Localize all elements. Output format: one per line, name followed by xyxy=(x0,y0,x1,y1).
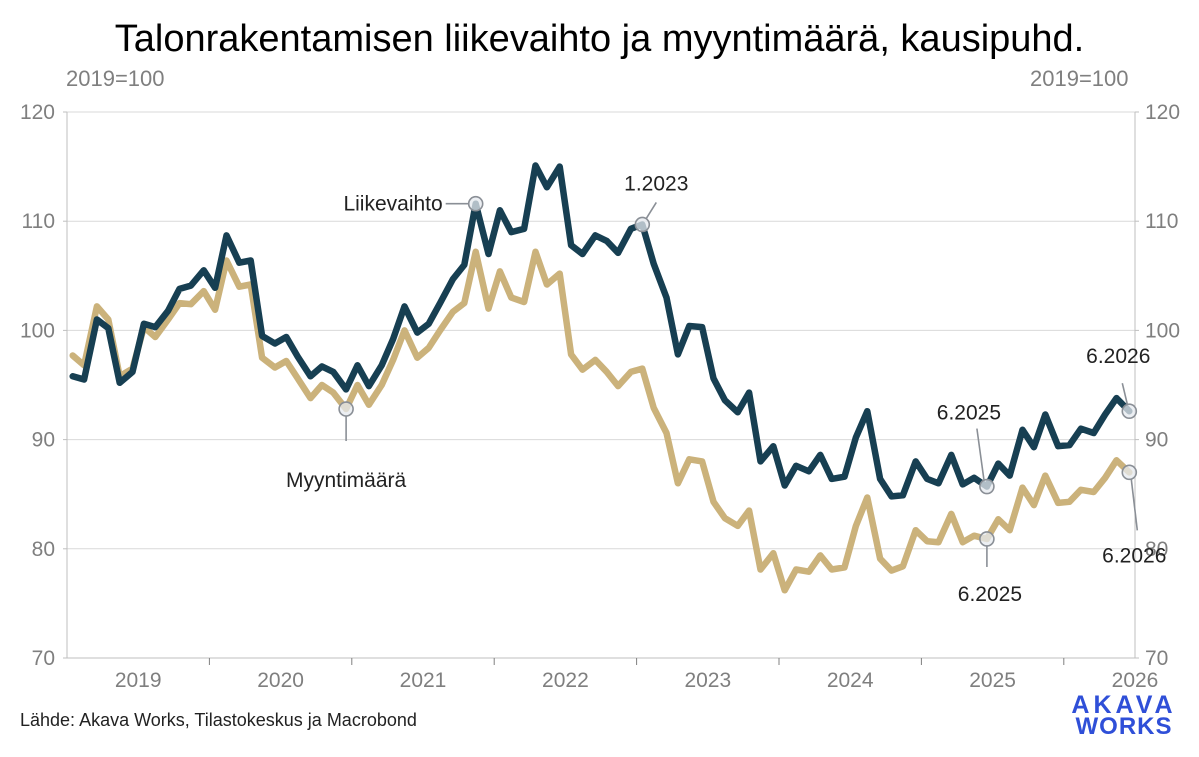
label-liikevaihto: Liikevaihto xyxy=(343,193,442,216)
y-tick-left-120: 120 xyxy=(20,101,55,124)
leader-lv-2023 xyxy=(645,202,657,219)
annotations: Liikevaihto Myyntimäärä 1.2023 6.2025 6.2025… xyxy=(286,172,1166,605)
x-tick-label-2020: 2020 xyxy=(257,669,304,692)
y-tick-left-100: 100 xyxy=(20,319,55,342)
marker-mm-2026 xyxy=(1121,464,1138,481)
series-lines xyxy=(69,162,1133,594)
series-line-myyntimaara xyxy=(69,248,1133,594)
x-tick-label-2022: 2022 xyxy=(542,669,589,692)
marker-lv-2025 xyxy=(979,478,995,495)
logo-line-1: AKAVA xyxy=(1071,691,1177,719)
y-tick-right-120: 120 xyxy=(1145,101,1180,124)
x-tick-label-2024: 2024 xyxy=(827,669,874,692)
leader-lv-2026 xyxy=(1121,383,1129,405)
marker-liikevaihto xyxy=(467,195,484,212)
y-tick-right-100: 100 xyxy=(1145,319,1180,342)
y-tick-left-90: 90 xyxy=(32,429,55,452)
akava-works-logo: AKAVA WORKS xyxy=(1062,691,1186,740)
series-line-liikevaihto xyxy=(69,162,1133,500)
right-axis-unit: 2019=100 xyxy=(1030,66,1129,91)
y-tick-left-110: 110 xyxy=(22,210,55,233)
y-tick-right-70: 70 xyxy=(1145,647,1168,670)
marker-mm-2025 xyxy=(979,531,995,547)
source-note: Lähde: Akava Works, Tilastokeskus ja Mac… xyxy=(20,710,417,730)
label-lv-2025: 6.2025 xyxy=(937,402,1001,425)
logo-line-2: WORKS xyxy=(1075,713,1173,740)
marker-myyntimaara xyxy=(338,401,354,417)
y-tick-right-80: 80 xyxy=(1145,538,1168,561)
label-myyntimaara: Myyntimäärä xyxy=(286,469,407,492)
label-lv-2026: 6.2026 xyxy=(1086,345,1150,368)
label-mm-2026: 6.2026 xyxy=(1102,544,1166,567)
y-tick-left-70: 70 xyxy=(32,647,55,670)
x-tick-label-2023: 2023 xyxy=(684,669,731,692)
marker-lv-2026 xyxy=(1121,403,1138,420)
leader-lv-2025 xyxy=(976,428,985,480)
marker-lv-2023 xyxy=(634,216,651,233)
chart-title: Talonrakentamisen liikevaihto ja myyntim… xyxy=(114,18,1085,60)
label-lv-2023: 1.2023 xyxy=(624,172,688,195)
x-tick-label-2026: 2026 xyxy=(1112,669,1159,692)
x-tick-label-2025: 2025 xyxy=(969,669,1016,692)
left-axis-unit: 2019=100 xyxy=(66,66,165,91)
x-tick-label-2021: 2021 xyxy=(400,669,447,692)
axes: 70 70 80 80 90 90 100 100 110 110 120 120 2019 2020 20… xyxy=(20,101,1180,692)
y-tick-right-90: 90 xyxy=(1145,429,1168,452)
y-tick-right-110: 110 xyxy=(1145,210,1178,233)
label-mm-2025: 6.2025 xyxy=(958,583,1022,606)
leader-mm-2026 xyxy=(1130,479,1139,531)
x-tick-label-2019: 2019 xyxy=(115,669,162,692)
y-tick-left-80: 80 xyxy=(32,538,55,561)
grid xyxy=(67,111,1135,550)
